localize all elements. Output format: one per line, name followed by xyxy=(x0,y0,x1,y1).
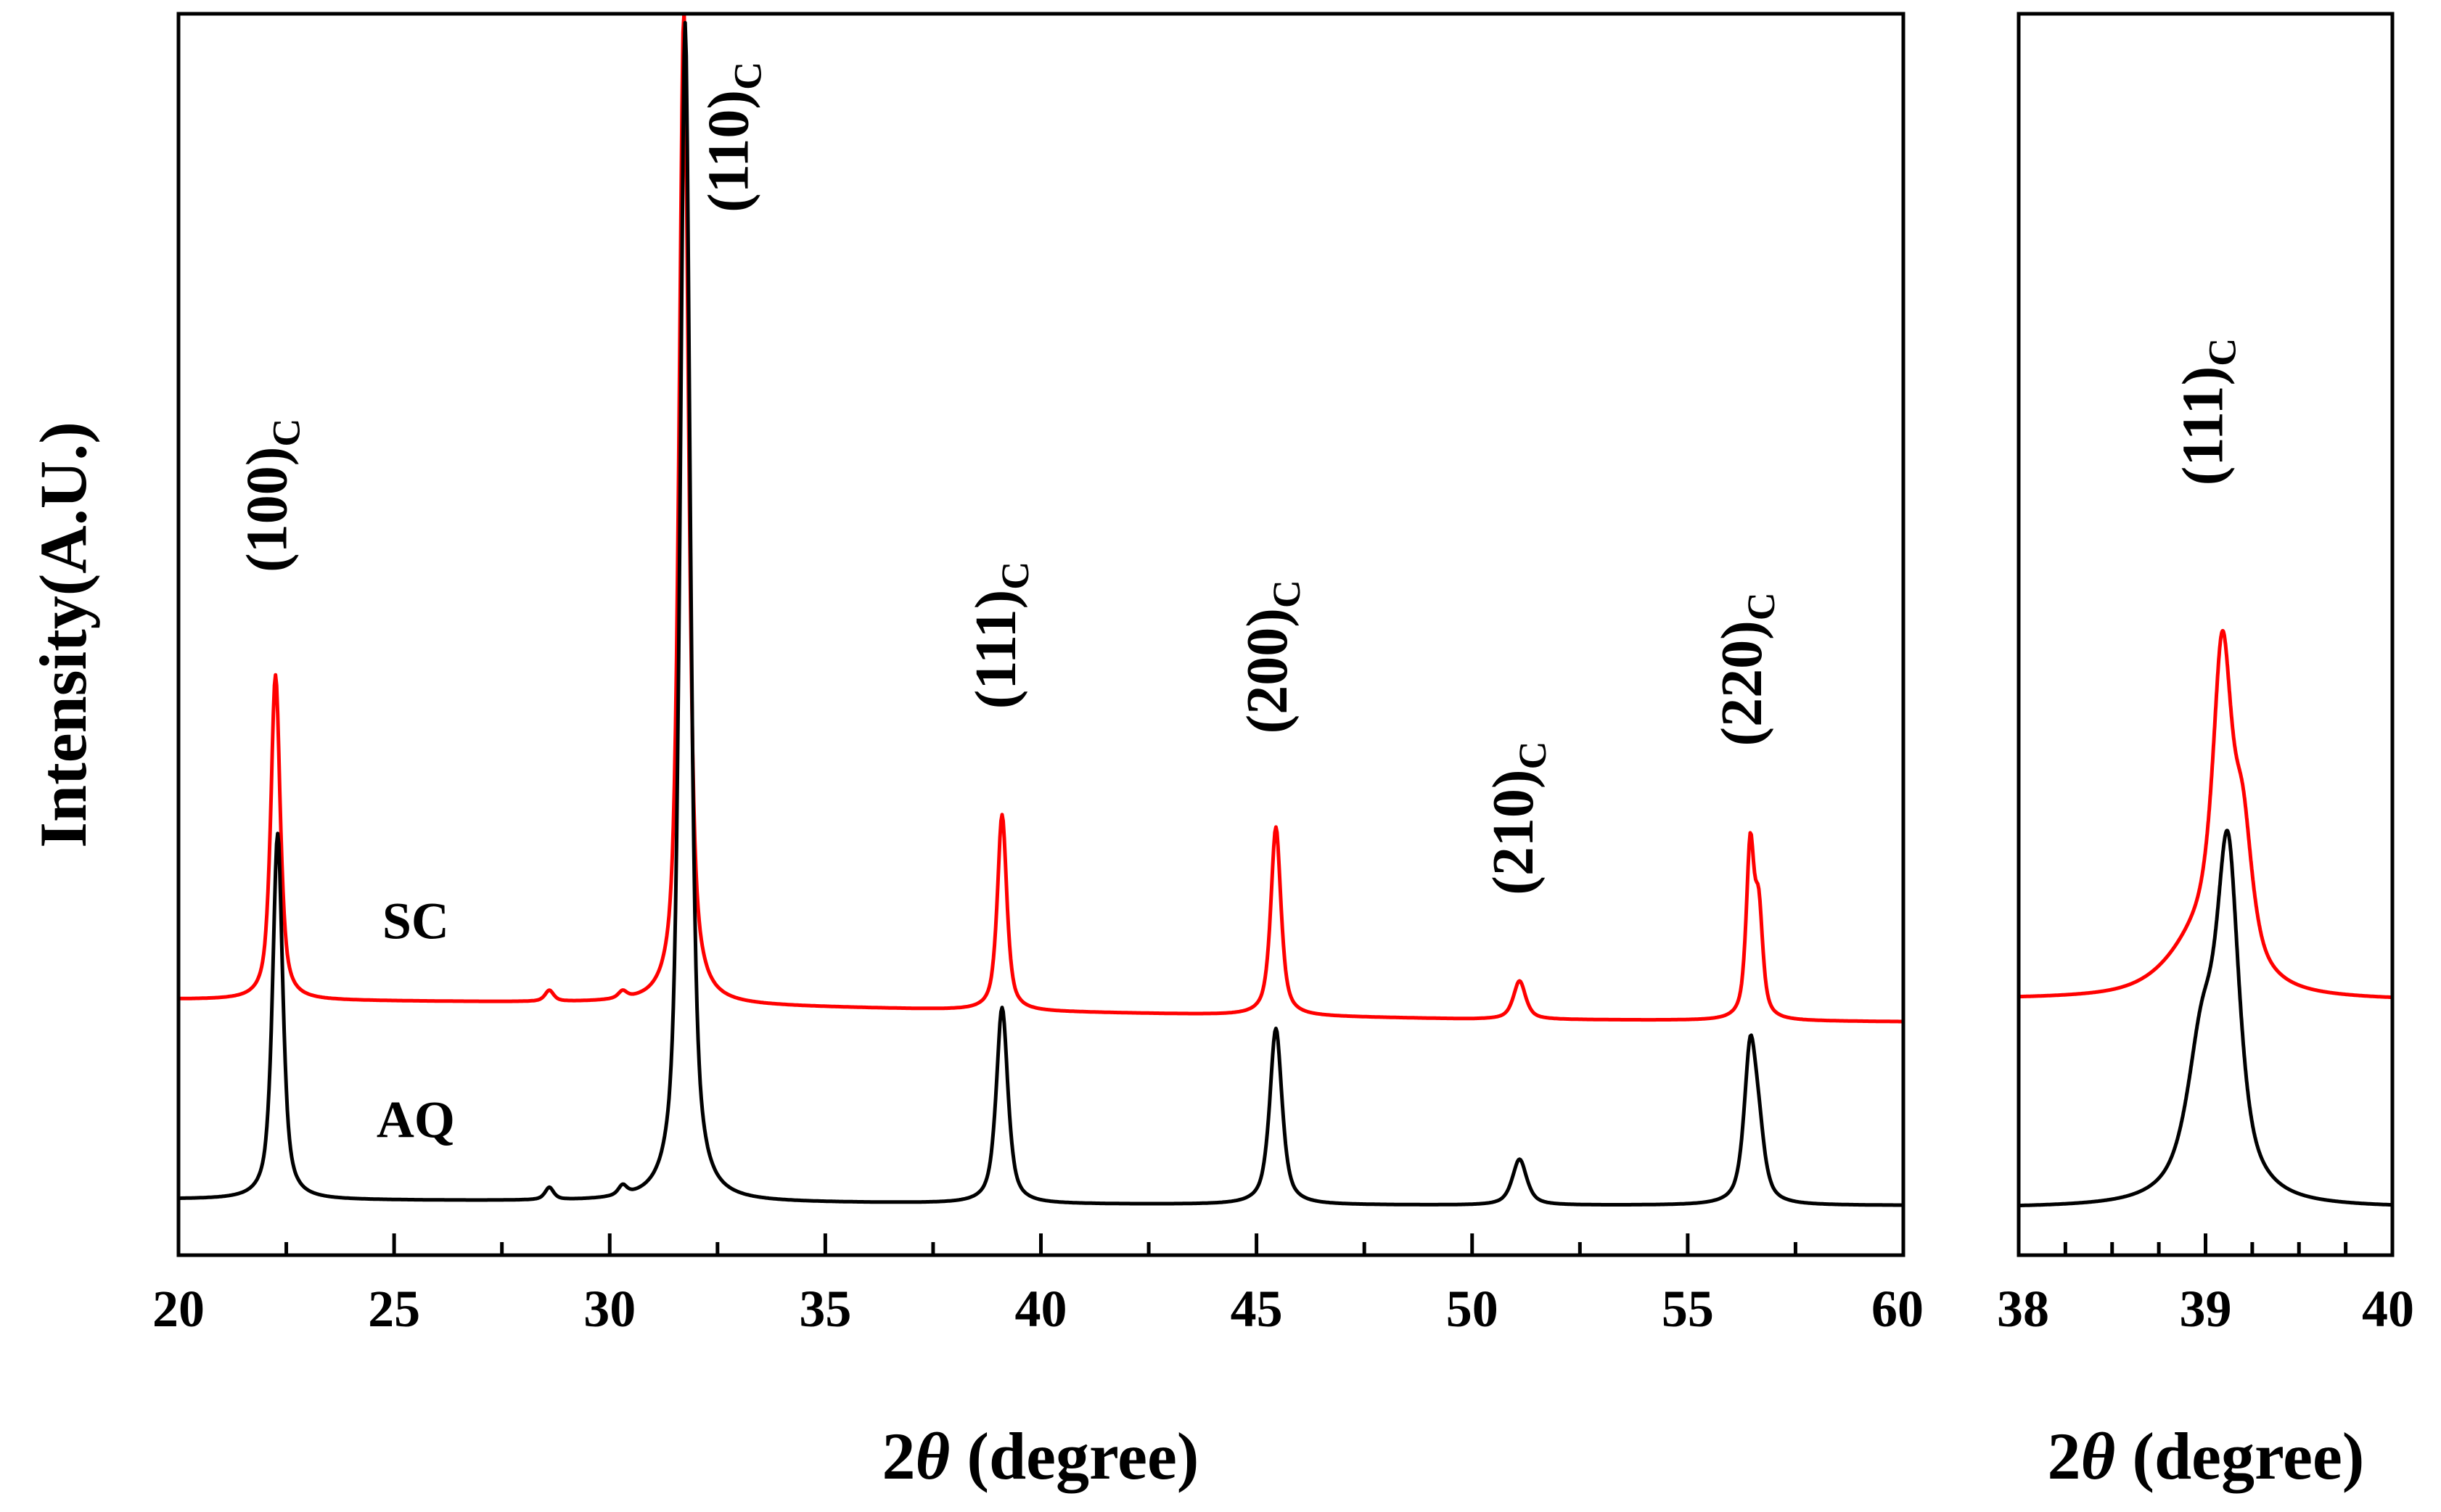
main-x-tick-label: 55 xyxy=(1662,1280,1714,1338)
main-series-labels: SC AQ xyxy=(377,892,455,1149)
inset-peak-label: (111)C xyxy=(2172,338,2244,485)
inset-x-tick-label: 39 xyxy=(2180,1280,2232,1338)
main-x-tick-label: 30 xyxy=(583,1280,636,1338)
main-x-axis-title: 2θ (degree) xyxy=(882,1419,1199,1493)
main-peak-annotations: (100)C (110)C (111)C (200)C (210)C (220)C xyxy=(236,62,1783,895)
main-x-tick-label: 40 xyxy=(1015,1280,1067,1338)
main-peak-label: (100)C xyxy=(236,419,308,572)
inset-x-tick-labels: 38 39 40 xyxy=(1997,1280,2414,1338)
inset-series-line-aq xyxy=(2019,829,2392,1207)
main-peak-label: (111)C xyxy=(964,562,1037,709)
main-x-ticks xyxy=(176,1233,1905,1255)
main-x-tick-labels: 20 25 30 35 40 45 50 55 60 xyxy=(152,1280,1924,1338)
main-x-tick-label: 35 xyxy=(799,1280,851,1338)
inset-plot-frame xyxy=(2017,12,2395,1257)
inset-panel: 38 39 40 (111)C 2θ (degree) xyxy=(1997,12,2414,1493)
series-label-sc: SC xyxy=(382,892,449,950)
inset-x-axis-title: 2θ (degree) xyxy=(2048,1419,2365,1493)
series-label-aq: AQ xyxy=(377,1090,455,1149)
main-peak-label: (210)C xyxy=(1482,741,1554,895)
inset-x-ticks xyxy=(2017,1233,2395,1255)
main-series-line-sc xyxy=(179,14,1903,1024)
inset-series-group xyxy=(2019,628,2392,1207)
main-plot-frame xyxy=(176,12,1905,1257)
main-x-tick-label: 20 xyxy=(152,1280,205,1338)
inset-x-tick-label: 38 xyxy=(1997,1280,2049,1338)
inset-x-tick-label: 40 xyxy=(2362,1280,2414,1338)
main-x-tick-label: 60 xyxy=(1871,1280,1924,1338)
main-x-tick-label: 50 xyxy=(1446,1280,1498,1338)
main-peak-label: (220)C xyxy=(1710,592,1783,746)
main-series-line-aq xyxy=(179,20,1903,1207)
inset-peak-annotations: (111)C xyxy=(2172,338,2244,485)
y-axis-title: Intensity(A.U.) xyxy=(26,422,100,848)
main-x-tick-label: 25 xyxy=(368,1280,420,1338)
main-series-group xyxy=(179,14,1903,1207)
main-peak-label: (110)C xyxy=(697,62,769,213)
main-x-tick-label: 45 xyxy=(1231,1280,1283,1338)
inset-series-line-sc xyxy=(2019,628,2392,1000)
main-panel: 20 25 30 35 40 45 50 55 60 (100)C (110)C (111)C (20… xyxy=(26,12,1924,1493)
main-peak-label: (200)C xyxy=(1236,580,1308,734)
